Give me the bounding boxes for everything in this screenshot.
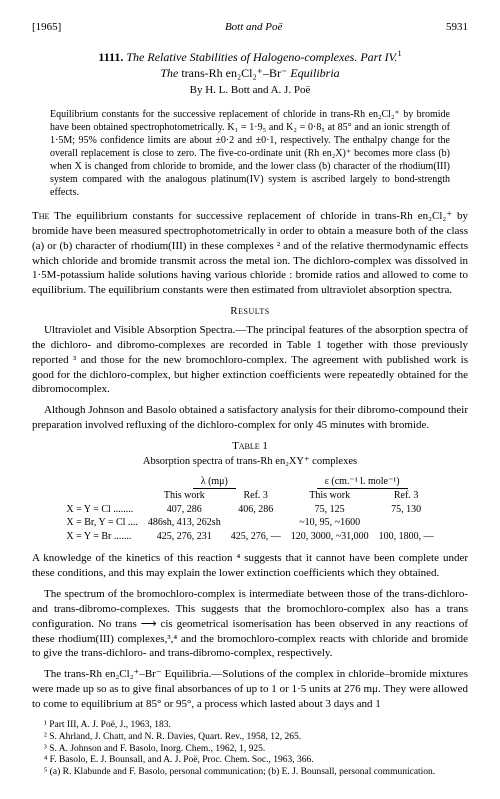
col-group-epsilon: ε (cm.⁻¹ l. mole⁻¹) bbox=[317, 475, 408, 490]
row-label: X = Y = Br ....... bbox=[61, 530, 143, 544]
cell: 425, 276, — bbox=[226, 530, 286, 544]
results-heading: Results bbox=[32, 304, 468, 319]
article-number: 1111. bbox=[98, 50, 123, 64]
title-line2-pre: The bbox=[160, 66, 181, 80]
col-thiswork-1: This work bbox=[143, 489, 226, 503]
absorption-table: λ (mμ) ε (cm.⁻¹ l. mole⁻¹) This work Ref… bbox=[61, 475, 438, 544]
cell: ~10, 95, ~1600 bbox=[286, 516, 374, 530]
byline: By H. L. Bott and A. J. Poë bbox=[32, 83, 468, 98]
footnote: ³ S. A. Johnson and F. Basolo, Inorg. Ch… bbox=[32, 744, 468, 756]
col-thiswork-2: This work bbox=[286, 489, 374, 503]
running-header: [1965] Bott and Poë 5931 bbox=[32, 20, 468, 35]
abstract: Equilibrium constants for the successive… bbox=[50, 108, 450, 199]
footnote: ⁵ (a) R. Klabunde and F. Basolo, persona… bbox=[32, 767, 468, 779]
cell: 406, 286 bbox=[226, 503, 286, 517]
intro-paragraph: The The equilibrium constants for succes… bbox=[32, 209, 468, 298]
cell: 120, 3000, ~31,000 bbox=[286, 530, 374, 544]
row-label: X = Br, Y = Cl .... bbox=[61, 516, 143, 530]
cell: 425, 276, 231 bbox=[143, 530, 226, 544]
footnotes: ¹ Part III, A. J. Poë, J., 1963, 183. ² … bbox=[32, 720, 468, 779]
cell bbox=[226, 516, 286, 530]
results-p1: Ultraviolet and Visible Absorption Spect… bbox=[32, 323, 468, 397]
footnote: ² S. Ahrland, J. Chatt, and N. R. Davies… bbox=[32, 732, 468, 744]
col-ref3-1: Ref. 3 bbox=[226, 489, 286, 503]
cell: 100, 1800, — bbox=[374, 530, 439, 544]
table-title: Absorption spectra of trans-Rh en₂XY⁺ co… bbox=[32, 455, 468, 469]
p1-text: The equilibrium constants for successive… bbox=[32, 210, 468, 296]
title-line1: The Relative Stabilities of Halogeno-com… bbox=[126, 50, 397, 64]
table-number: Table 1 bbox=[32, 439, 468, 454]
footnote: ⁴ F. Basolo, E. J. Bounsall, and A. J. P… bbox=[32, 755, 468, 767]
para-spectrum: The spectrum of the bromochloro-complex … bbox=[32, 587, 468, 661]
p2-text: Ultraviolet and Visible Absorption Spect… bbox=[32, 324, 468, 395]
row-label: X = Y = Cl ........ bbox=[61, 503, 143, 517]
cell: 75, 130 bbox=[374, 503, 439, 517]
cell bbox=[374, 516, 439, 530]
table-row: X = Br, Y = Cl .... 486sh, 413, 262sh ~1… bbox=[61, 516, 438, 530]
para-kinetics: A knowledge of the kinetics of this reac… bbox=[32, 551, 468, 581]
title-formula: trans-Rh en₂Cl₂⁺–Br⁻ bbox=[181, 66, 287, 80]
article-title: 1111. The Relative Stabilities of Haloge… bbox=[32, 49, 468, 81]
table-row: X = Y = Br ....... 425, 276, 231 425, 27… bbox=[61, 530, 438, 544]
para-equilibria: The trans-Rh en₂Cl₂⁺–Br⁻ Equilibria.—Sol… bbox=[32, 667, 468, 712]
col-group-lambda: λ (mμ) bbox=[193, 475, 236, 490]
cell: 75, 125 bbox=[286, 503, 374, 517]
header-year: [1965] bbox=[32, 20, 61, 35]
table-row: X = Y = Cl ........ 407, 286 406, 286 75… bbox=[61, 503, 438, 517]
cell: 407, 286 bbox=[143, 503, 226, 517]
footnote: ¹ Part III, A. J. Poë, J., 1963, 183. bbox=[32, 720, 468, 732]
col-ref3-2: Ref. 3 bbox=[374, 489, 439, 503]
results-p2: Although Johnson and Basolo obtained a s… bbox=[32, 403, 468, 433]
title-line2-post: Equilibria bbox=[287, 66, 339, 80]
cell: 486sh, 413, 262sh bbox=[143, 516, 226, 530]
header-authors: Bott and Poë bbox=[225, 20, 282, 35]
header-page: 5931 bbox=[446, 20, 468, 35]
title-footref: 1 bbox=[397, 49, 401, 58]
